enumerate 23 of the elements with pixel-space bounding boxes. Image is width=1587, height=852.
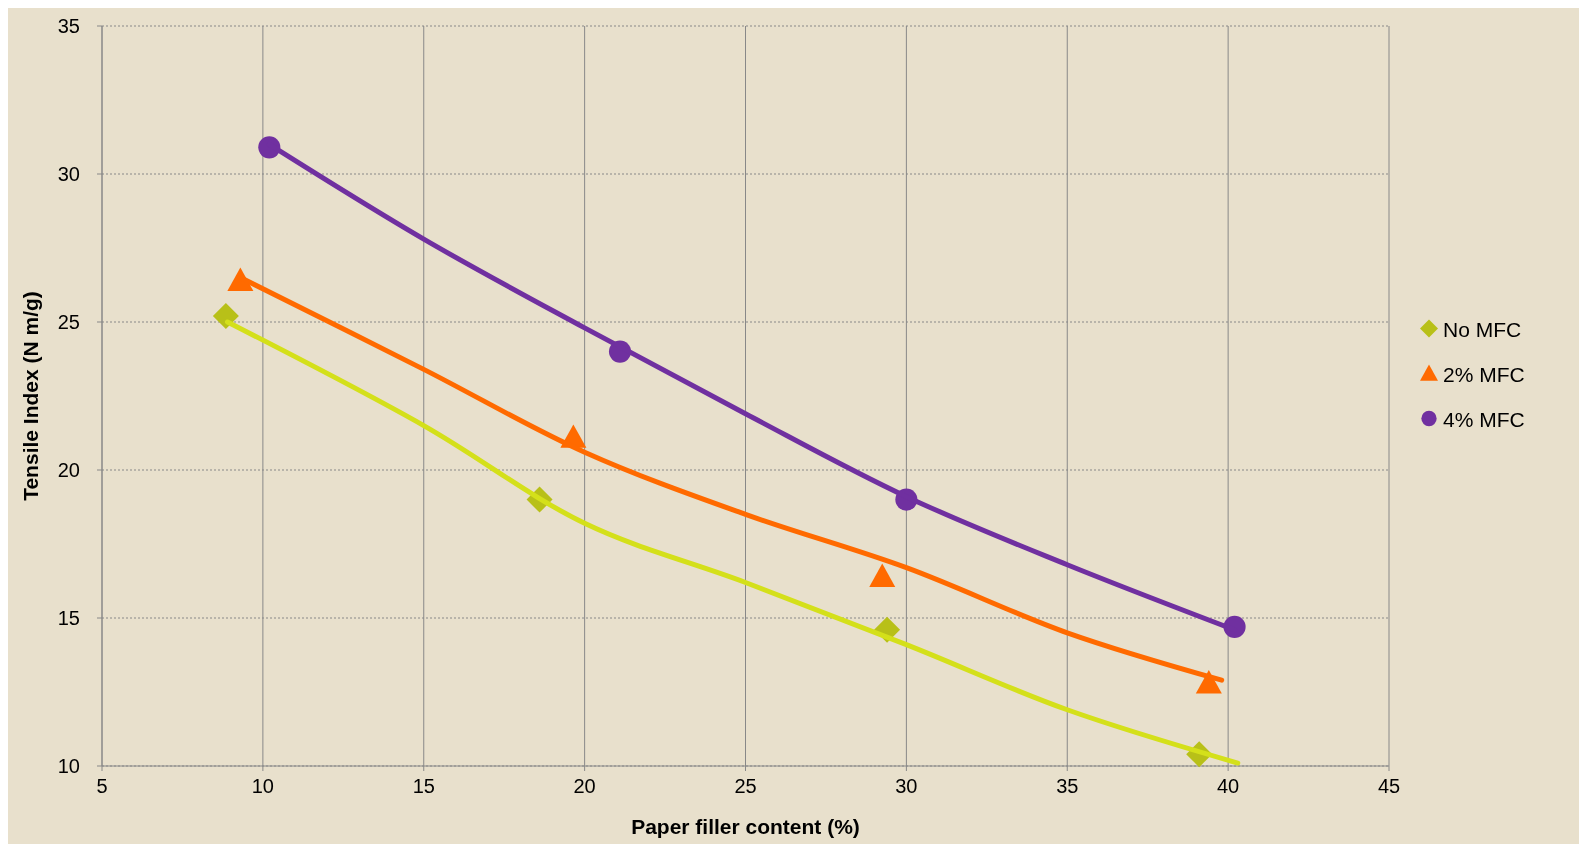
x-tick-label: 40 (1217, 775, 1240, 797)
x-tick-label: 30 (895, 775, 918, 797)
x-axis-title: Paper filler content (%) (631, 815, 860, 838)
y-tick-label: 10 (57, 755, 80, 777)
point (869, 563, 896, 587)
x-tick-label: 45 (1377, 775, 1401, 797)
y-tick-label: 30 (57, 163, 80, 185)
x-tick-label: 5 (96, 775, 108, 797)
y-tick-label: 20 (57, 459, 80, 481)
x-tick-label: 25 (734, 775, 757, 797)
x-tick-label: 10 (251, 775, 274, 797)
legend-label: 4% MFC (1443, 407, 1525, 431)
x-tick-label: 20 (573, 775, 596, 797)
point (1195, 670, 1222, 694)
y-axis-title: Tensile Index (N m/g) (19, 291, 42, 501)
y-tick-label: 25 (57, 311, 80, 333)
y-tick-label: 35 (57, 15, 80, 37)
legend-label: No MFC (1443, 317, 1522, 341)
legend-label: 2% MFC (1443, 362, 1525, 386)
x-tick-label: 15 (412, 775, 435, 797)
x-tick-label: 35 (1056, 775, 1079, 797)
point (212, 303, 239, 330)
y-tick-label: 15 (57, 607, 80, 629)
